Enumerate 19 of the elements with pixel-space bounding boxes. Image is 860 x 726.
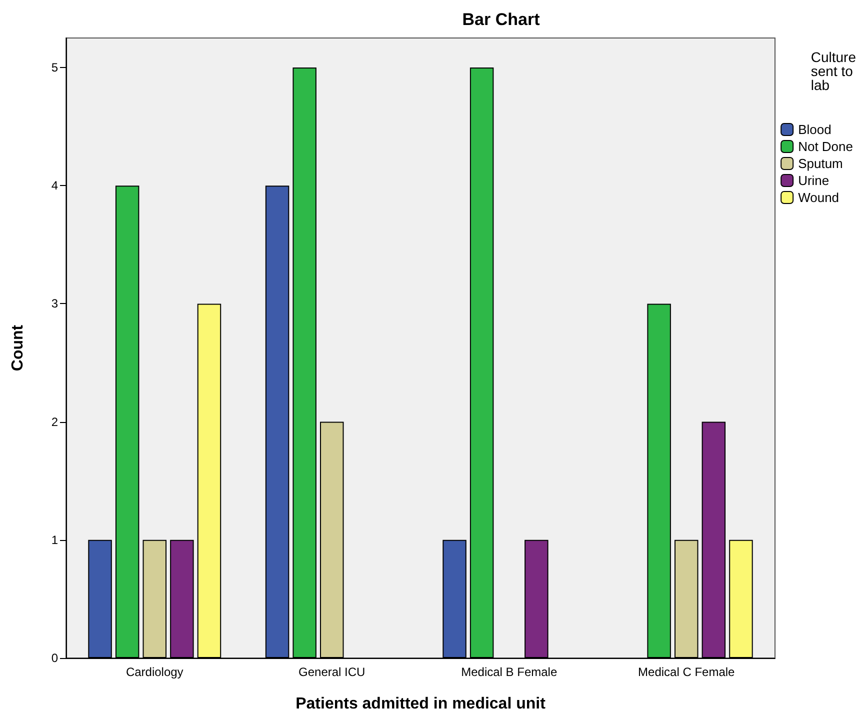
y-tick-label: 4 [51, 178, 58, 193]
x-axis-title: Patients admitted in medical unit [296, 696, 546, 712]
legend-label: Sputum [798, 156, 843, 171]
legend-label: Not Done [798, 139, 853, 154]
y-axis-title: Count [10, 324, 26, 372]
legend-label: Wound [798, 190, 840, 205]
y-tick-label: 1 [51, 532, 58, 547]
x-tick-label: Medical C Female [638, 665, 736, 679]
chart-title: Bar Chart [462, 10, 540, 29]
legend-title: Culture sent to lab [810, 49, 856, 93]
legend-label: Blood [798, 122, 832, 137]
x-tick-label: Cardiology [126, 665, 184, 679]
x-tick-label: General ICU [298, 665, 366, 679]
y-tick-label: 3 [51, 296, 58, 311]
y-tick-label: 2 [51, 414, 58, 429]
y-tick-label: 5 [51, 60, 58, 75]
x-tick-label: Medical B Female [461, 665, 558, 679]
legend-label: Urine [798, 173, 830, 188]
y-tick-label: 0 [51, 651, 58, 665]
